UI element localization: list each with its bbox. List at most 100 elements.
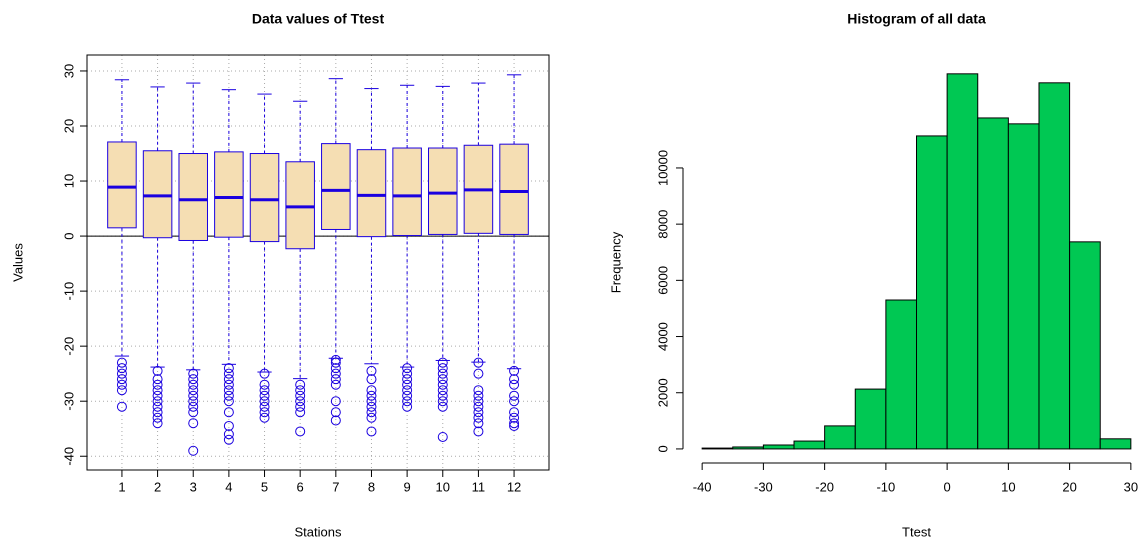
y-tick-label: 0 [655, 445, 670, 452]
x-tick-label: 5 [261, 479, 268, 494]
x-tick-label: 20 [1062, 479, 1076, 494]
y-tick-label: 2000 [655, 378, 670, 407]
outlier [295, 407, 306, 418]
outlier [295, 401, 306, 412]
outlier [188, 368, 199, 379]
bar [1099, 438, 1132, 450]
y-axis-title: Values [10, 243, 25, 282]
outlier [330, 357, 341, 368]
x-tick-label: 30 [1124, 479, 1138, 494]
outlier [366, 385, 377, 396]
outlier [402, 379, 413, 390]
x-axis-title: Ttest [902, 524, 931, 539]
bar [732, 446, 764, 450]
outlier [366, 426, 377, 437]
outlier [402, 390, 413, 401]
bar [946, 73, 979, 450]
box [499, 143, 529, 235]
x-tick-label: 3 [190, 479, 197, 494]
outlier [223, 385, 234, 396]
outlier [473, 407, 484, 418]
outlier [330, 374, 341, 385]
bar [1038, 82, 1071, 450]
outlier [152, 407, 163, 418]
outlier [259, 412, 270, 423]
y-tick-label: 0 [61, 232, 76, 239]
x-tick-label: 10 [1001, 479, 1015, 494]
x-tick-label: 0 [944, 479, 951, 494]
outlier [509, 420, 520, 431]
outlier [437, 357, 448, 368]
outlier [152, 385, 163, 396]
bar [854, 388, 887, 450]
y-tick-label: 30 [61, 64, 76, 78]
outlier [152, 374, 163, 385]
outlier [295, 396, 306, 407]
outlier [366, 374, 377, 385]
x-tick-label: -30 [754, 479, 773, 494]
x-tick-label: 8 [368, 479, 375, 494]
outlier [152, 412, 163, 423]
outlier [509, 374, 520, 385]
x-tick-label: 11 [472, 479, 486, 494]
outlier [366, 401, 377, 412]
box [214, 151, 244, 238]
x-tick-label: 1 [118, 479, 125, 494]
box [356, 149, 387, 238]
bar [977, 117, 1009, 450]
outlier [223, 420, 234, 431]
outlier [473, 401, 484, 412]
outlier [259, 396, 270, 407]
x-tick-label: -10 [876, 479, 895, 494]
outlier [402, 368, 413, 379]
outlier [330, 379, 341, 390]
box [178, 153, 208, 241]
outlier [223, 396, 234, 407]
bar [916, 135, 948, 450]
outlier [437, 431, 448, 442]
outlier [188, 385, 199, 396]
outlier [188, 401, 199, 412]
x-tick-label: 2 [154, 479, 161, 494]
outlier [473, 396, 484, 407]
outlier [152, 418, 163, 429]
outlier [116, 379, 127, 390]
outlier [116, 385, 127, 396]
outlier [188, 379, 199, 390]
outlier [366, 390, 377, 401]
outlier [366, 407, 377, 418]
outlier [223, 379, 234, 390]
y-tick-label: 10000 [655, 150, 670, 186]
outlier [366, 365, 377, 376]
outlier [509, 412, 520, 423]
outlier [402, 401, 413, 412]
outlier [116, 357, 127, 368]
outlier [259, 379, 270, 390]
x-tick-label: 12 [507, 479, 521, 494]
y-tick-label: 20 [61, 119, 76, 133]
outlier [366, 396, 377, 407]
y-tick-label: -30 [61, 392, 76, 411]
outlier [188, 445, 199, 456]
outlier [152, 379, 163, 390]
outlier [223, 374, 234, 385]
outlier [116, 401, 127, 412]
x-axis-title: Stations [295, 524, 342, 539]
box [321, 143, 351, 230]
chart-title: Histogram of all data [847, 11, 986, 27]
outlier [330, 415, 341, 426]
y-tick-label: 10 [61, 174, 76, 188]
outlier [330, 368, 341, 379]
outlier [473, 390, 484, 401]
outlier [295, 426, 306, 437]
outlier [223, 390, 234, 401]
x-tick-label: 9 [404, 479, 411, 494]
bar [1007, 123, 1040, 450]
outlier [116, 374, 127, 385]
outlier [473, 418, 484, 429]
outlier [259, 385, 270, 396]
outlier [188, 390, 199, 401]
outlier [152, 390, 163, 401]
outlier [116, 363, 127, 374]
bar [793, 440, 826, 450]
